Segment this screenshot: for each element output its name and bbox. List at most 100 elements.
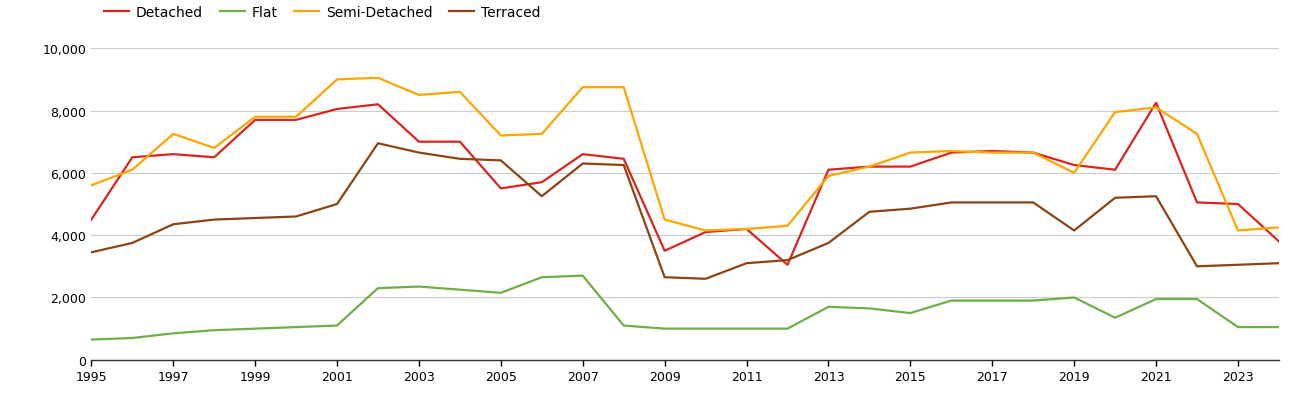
- Flat: [616, 323, 632, 328]
- Detached: [371, 103, 386, 108]
- Terraced: [1107, 196, 1122, 201]
- Semi-Detached: [248, 115, 264, 120]
- Line: Flat: Flat: [91, 276, 1279, 340]
- Detached: [861, 165, 877, 170]
- Semi-Detached: [452, 90, 467, 95]
- Terraced: [821, 241, 837, 246]
- Terraced: [411, 151, 427, 156]
- Semi-Detached: [166, 132, 181, 137]
- Flat: [166, 331, 181, 336]
- Terraced: [1148, 194, 1164, 199]
- Terraced: [329, 202, 345, 207]
- Flat: [329, 323, 345, 328]
- Semi-Detached: [1148, 106, 1164, 110]
- Semi-Detached: [1026, 151, 1041, 156]
- Flat: [206, 328, 222, 333]
- Flat: [493, 291, 509, 296]
- Detached: [739, 227, 754, 232]
- Detached: [984, 149, 1000, 154]
- Terraced: [1026, 200, 1041, 205]
- Terraced: [903, 207, 919, 211]
- Terraced: [656, 275, 672, 280]
- Flat: [1189, 297, 1205, 302]
- Terraced: [493, 159, 509, 164]
- Semi-Detached: [1189, 132, 1205, 137]
- Detached: [206, 155, 222, 160]
- Detached: [1189, 200, 1205, 205]
- Flat: [656, 326, 672, 331]
- Semi-Detached: [124, 168, 140, 173]
- Flat: [371, 286, 386, 291]
- Terraced: [206, 218, 222, 222]
- Flat: [821, 305, 837, 310]
- Terraced: [371, 142, 386, 146]
- Semi-Detached: [779, 224, 795, 229]
- Detached: [1148, 101, 1164, 106]
- Detached: [288, 118, 304, 123]
- Semi-Detached: [84, 183, 99, 188]
- Terraced: [1271, 261, 1287, 266]
- Line: Detached: Detached: [91, 103, 1279, 265]
- Flat: [698, 326, 714, 331]
- Detached: [821, 168, 837, 173]
- Semi-Detached: [656, 218, 672, 222]
- Flat: [452, 288, 467, 292]
- Flat: [739, 326, 754, 331]
- Semi-Detached: [576, 85, 591, 90]
- Detached: [411, 140, 427, 145]
- Terraced: [984, 200, 1000, 205]
- Detached: [124, 155, 140, 160]
- Detached: [534, 180, 549, 185]
- Line: Semi-Detached: Semi-Detached: [91, 79, 1279, 231]
- Semi-Detached: [288, 115, 304, 120]
- Semi-Detached: [1107, 110, 1122, 115]
- Flat: [861, 306, 877, 311]
- Flat: [1271, 325, 1287, 330]
- Terraced: [288, 214, 304, 219]
- Detached: [329, 107, 345, 112]
- Detached: [84, 218, 99, 222]
- Semi-Detached: [944, 149, 959, 154]
- Detached: [656, 249, 672, 254]
- Semi-Detached: [903, 151, 919, 156]
- Semi-Detached: [493, 134, 509, 139]
- Legend: Detached, Flat, Semi-Detached, Terraced: Detached, Flat, Semi-Detached, Terraced: [98, 0, 547, 25]
- Semi-Detached: [984, 151, 1000, 156]
- Detached: [166, 152, 181, 157]
- Flat: [779, 326, 795, 331]
- Terraced: [1066, 229, 1082, 234]
- Terraced: [1231, 263, 1246, 267]
- Flat: [1107, 315, 1122, 320]
- Flat: [84, 337, 99, 342]
- Semi-Detached: [821, 174, 837, 179]
- Terraced: [166, 222, 181, 227]
- Semi-Detached: [739, 227, 754, 232]
- Flat: [248, 326, 264, 331]
- Terraced: [248, 216, 264, 221]
- Detached: [493, 187, 509, 191]
- Terraced: [576, 162, 591, 166]
- Terraced: [84, 250, 99, 255]
- Terraced: [739, 261, 754, 266]
- Flat: [1148, 297, 1164, 302]
- Terraced: [779, 258, 795, 263]
- Detached: [1271, 239, 1287, 244]
- Detached: [452, 140, 467, 145]
- Terraced: [944, 200, 959, 205]
- Semi-Detached: [329, 78, 345, 83]
- Detached: [698, 230, 714, 235]
- Detached: [1231, 202, 1246, 207]
- Detached: [779, 263, 795, 267]
- Terraced: [534, 194, 549, 199]
- Detached: [616, 157, 632, 162]
- Semi-Detached: [616, 85, 632, 90]
- Flat: [984, 299, 1000, 303]
- Semi-Detached: [534, 132, 549, 137]
- Terraced: [861, 210, 877, 215]
- Detached: [576, 152, 591, 157]
- Flat: [1026, 299, 1041, 303]
- Flat: [534, 275, 549, 280]
- Detached: [944, 151, 959, 156]
- Detached: [1107, 168, 1122, 173]
- Detached: [903, 165, 919, 170]
